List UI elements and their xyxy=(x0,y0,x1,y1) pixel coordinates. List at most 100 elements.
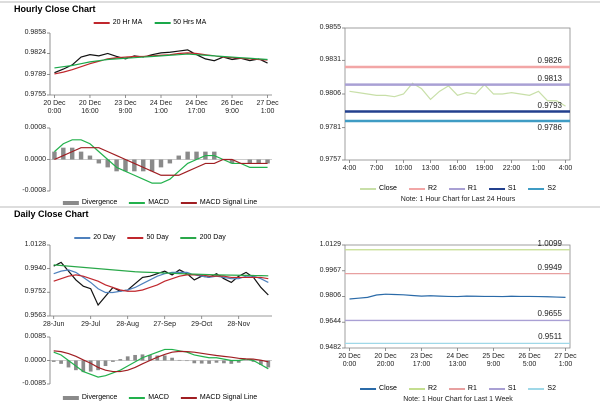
y-tick-label: 0.9563 xyxy=(24,312,46,319)
x-tick-label: 16:00 xyxy=(448,165,467,172)
x-tick-label: 29-Oct xyxy=(191,321,213,328)
series-line xyxy=(53,274,269,292)
level-label: 0.9813 xyxy=(537,73,562,83)
legend-label: S2 xyxy=(547,185,556,192)
legend-item: R1 xyxy=(448,185,477,192)
divergence-bar xyxy=(207,360,211,364)
series-line xyxy=(53,269,269,294)
legend-label: S1 xyxy=(507,385,517,392)
y-tick-label: 0.9755 xyxy=(24,91,46,98)
x-tick-label: 23 Dec 17:00 xyxy=(410,353,433,368)
x-tick-label: 13:00 xyxy=(421,165,440,172)
legend-item: 20 Day xyxy=(74,234,115,241)
legend-item: S1 xyxy=(488,185,517,192)
legend-item: Close xyxy=(360,385,397,392)
x-tick-label: 4:00 xyxy=(342,165,357,172)
section-title: Daily Close Chart xyxy=(14,209,89,219)
x-tick-label: 1:00 xyxy=(531,165,546,172)
divergence-bar xyxy=(105,159,110,168)
level-label: 0.9826 xyxy=(537,56,562,66)
legend-swatch xyxy=(488,387,505,390)
legend-swatch xyxy=(129,396,146,399)
divergence-bar xyxy=(118,359,123,361)
divergence-bar xyxy=(148,354,152,361)
x-tick-label: 19:00 xyxy=(475,165,494,172)
divergence-bar xyxy=(162,355,167,361)
y-tick-label: 0.9858 xyxy=(24,29,46,36)
note: Note: 1 Hour Chart for Last 24 Hours xyxy=(400,196,516,203)
x-tick-label: 26 Dec 9:00 xyxy=(220,100,244,115)
divergence-bar xyxy=(155,355,160,361)
legend-swatch xyxy=(62,200,79,205)
x-tick-label: 23 Dec 9:00 xyxy=(114,100,137,115)
series-line xyxy=(53,348,269,378)
level-label: 0.9793 xyxy=(537,100,562,110)
legend-swatch xyxy=(180,201,197,204)
legend-label: Close xyxy=(379,385,397,392)
legend: 20 Day 50 Day 200 Day xyxy=(74,234,226,241)
divergence-bar xyxy=(236,360,241,363)
divergence-bar xyxy=(214,360,219,363)
x-tick-label: 20 Dec 0:00 xyxy=(43,100,66,115)
legend-swatch xyxy=(488,187,505,190)
y-tick-label: 1.0129 xyxy=(319,241,341,248)
legend-label: 50 Day xyxy=(146,234,169,241)
divergence-bar xyxy=(265,159,270,164)
legend-label: R2 xyxy=(427,385,437,392)
legend-item: MACD xyxy=(129,394,169,401)
legend-label: S2 xyxy=(547,385,556,392)
divergence-bar xyxy=(66,360,71,368)
y-tick-label: 0.0008 xyxy=(24,124,46,131)
x-tick-label: 7:00 xyxy=(369,165,384,172)
y-tick-label: 0.0000 xyxy=(24,356,46,364)
divergence-bar xyxy=(247,159,253,164)
legend-swatch xyxy=(180,396,197,399)
divergence-bar xyxy=(88,360,93,372)
legend-label: 50 Hrs MA xyxy=(173,19,207,26)
series-line xyxy=(54,147,268,176)
level-label: 1.0099 xyxy=(537,238,562,248)
divergence-bar xyxy=(69,147,75,160)
y-tick-label: 0.9831 xyxy=(319,56,341,64)
divergence-bar xyxy=(167,159,173,164)
legend-item: 50 Hrs MA xyxy=(154,19,206,26)
level-label: 0.9786 xyxy=(537,122,562,132)
legend-label: S1 xyxy=(507,185,517,192)
legend-swatch xyxy=(127,236,144,239)
x-tick-label: 27 Dec 1:00 xyxy=(256,100,279,115)
legend-label: Divergence xyxy=(81,394,118,401)
divergence-bar xyxy=(251,360,256,362)
level-label: 0.9511 xyxy=(538,332,562,342)
y-tick-label: 0.9789 xyxy=(24,70,46,78)
legend-swatch xyxy=(528,187,545,190)
y-tick-label: -0.0008 xyxy=(22,187,46,194)
divergence-bar xyxy=(87,155,93,160)
y-tick-label: 0.0085 xyxy=(24,333,46,340)
divergence-bar xyxy=(256,159,261,164)
divergence-bar xyxy=(149,159,155,172)
legend-item: 200 Day xyxy=(180,234,226,241)
legend-swatch xyxy=(62,395,79,400)
legend-swatch xyxy=(448,187,465,190)
series-line xyxy=(54,52,268,75)
legend-label: Close xyxy=(379,185,397,192)
legend-label: 20 Day xyxy=(93,234,116,241)
x-tick-label: 28-Jun xyxy=(42,321,65,328)
x-tick-label: 26 Dec 5:00 xyxy=(518,353,541,368)
legend-label: R2 xyxy=(427,185,437,192)
divergence-bar xyxy=(199,360,204,364)
legend: Close R2 R1 S1 S2 xyxy=(360,385,556,392)
legend-swatch xyxy=(129,201,146,204)
legend-swatch xyxy=(93,21,110,24)
legend-swatch xyxy=(408,387,425,390)
note: Note: 1 Hour Chart for Last 1 Week xyxy=(403,396,513,403)
divergence-bar xyxy=(78,151,84,160)
legend-item: R2 xyxy=(408,185,437,192)
divergence-bar xyxy=(81,360,86,373)
y-tick-label: 0.9806 xyxy=(319,90,341,97)
legend-swatch xyxy=(408,187,425,190)
y-tick-label: 0.9855 xyxy=(319,24,341,31)
divergence-bar xyxy=(132,159,137,172)
divergence-bar xyxy=(141,159,146,172)
